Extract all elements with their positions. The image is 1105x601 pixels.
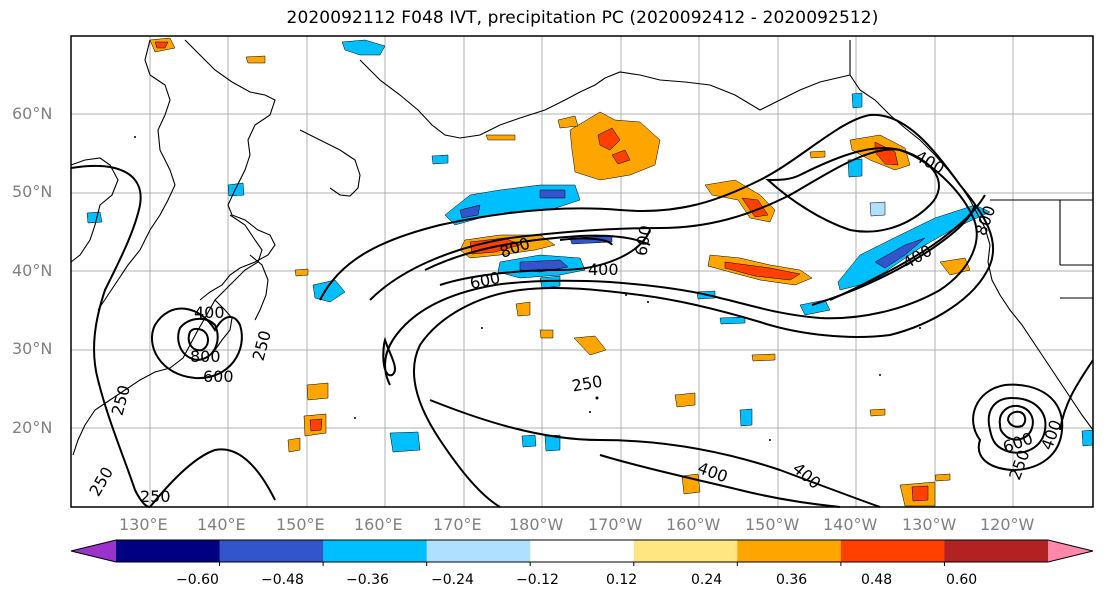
precip-positive-shading xyxy=(149,37,971,507)
colorbar-tick-label: 0.48 xyxy=(861,572,893,588)
lon-label: 180°W xyxy=(509,515,564,534)
lat-label: 30°N xyxy=(12,339,53,358)
contour-label: 400 xyxy=(588,260,619,279)
island-dots xyxy=(134,136,921,441)
colorbar-extend-low xyxy=(71,540,116,562)
colorbar-outline xyxy=(70,539,1094,563)
lon-label: 170°W xyxy=(588,515,643,534)
colorbar-tick-label: −0.12 xyxy=(516,572,559,588)
chart-title: 2020092112 F048 IVT, precipitation PC (2… xyxy=(286,8,879,28)
lon-label: 140°W xyxy=(823,515,878,534)
precip-negative-shading xyxy=(86,39,1094,453)
colorbar-extend-high xyxy=(1048,540,1093,562)
coastlines xyxy=(70,36,1094,456)
colorbar-segment xyxy=(530,540,635,562)
lon-label: 130°E xyxy=(119,515,168,534)
colorbar-segment xyxy=(219,540,324,562)
ivt-contours xyxy=(70,113,1094,508)
colorbar-tick-label: −0.24 xyxy=(431,572,474,588)
lat-label: 20°N xyxy=(12,418,53,437)
colorbar-segment xyxy=(116,540,221,562)
lat-label: 50°N xyxy=(12,182,53,201)
map-border xyxy=(70,35,1094,508)
colorbar-tick-label: −0.60 xyxy=(176,572,219,588)
colorbar-segment xyxy=(426,540,531,562)
lat-label: 40°N xyxy=(12,261,53,280)
colorbar-tick-label: 0.12 xyxy=(606,572,638,588)
lon-label: 150°W xyxy=(745,515,800,534)
lon-label: 170°E xyxy=(433,515,482,534)
colorbar-tick-label: −0.36 xyxy=(346,572,389,588)
colorbar-segments xyxy=(70,539,1094,566)
lat-label: 60°N xyxy=(12,104,53,123)
contour-label: 250 xyxy=(140,487,171,506)
lon-label: 160°W xyxy=(666,515,721,534)
colorbar-segment xyxy=(840,540,945,562)
lon-label: 160°E xyxy=(354,515,403,534)
contour-label: 600 xyxy=(203,367,234,386)
lon-label: 150°E xyxy=(276,515,325,534)
colorbar-tick-label: −0.48 xyxy=(261,572,304,588)
colorbar-segment xyxy=(737,540,842,562)
colorbar-segment xyxy=(323,540,428,562)
lon-label: 140°E xyxy=(197,515,246,534)
contour-label: 800 xyxy=(190,347,221,366)
colorbar-tick-label: 0.60 xyxy=(946,572,978,588)
colorbar-segment xyxy=(633,540,738,562)
contour-label: 400 xyxy=(194,303,225,322)
colorbar-tick-label: 0.36 xyxy=(776,572,808,588)
lon-label: 120°W xyxy=(980,515,1035,534)
colorbar-tick-label: 0.24 xyxy=(691,572,723,588)
lon-label: 130°W xyxy=(902,515,957,534)
colorbar-segment xyxy=(944,540,1049,562)
